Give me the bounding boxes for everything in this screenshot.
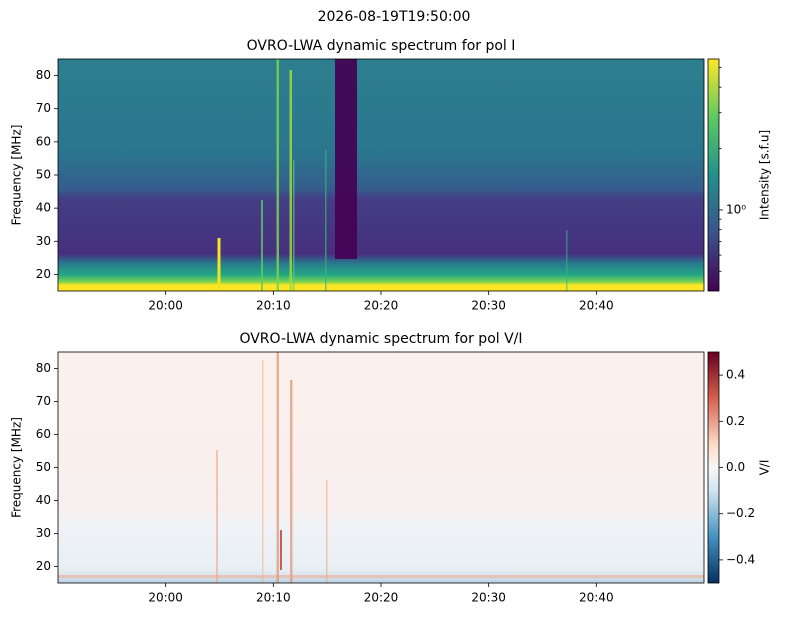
burst: [289, 70, 292, 291]
burst: [566, 230, 568, 291]
burst-features: [58, 352, 704, 583]
spectrogram: [58, 59, 704, 291]
burst: [276, 352, 279, 583]
y-tick-label: 50: [36, 460, 51, 474]
x-tick-label: 20:30: [471, 299, 506, 313]
burst: [293, 160, 295, 291]
burst: [325, 150, 327, 291]
y-axis-label: Frequency [MHz]: [10, 417, 24, 518]
burst: [262, 360, 264, 583]
colorbar: [707, 351, 720, 584]
dark-band: [335, 59, 357, 259]
x-tick-label: 20:20: [364, 591, 399, 605]
colorbar-tick-label: 10⁰: [726, 202, 746, 216]
y-tick-label: 20: [36, 267, 51, 281]
colorbar-tick-label: −0.2: [726, 506, 755, 520]
colorbar-tick-label: 0.4: [726, 368, 745, 382]
panels: [58, 59, 704, 583]
burst: [290, 380, 293, 583]
x-tick-label: 20:40: [579, 591, 614, 605]
colorbar-tick-label: −0.4: [726, 552, 755, 566]
colorbar: [707, 58, 720, 292]
x-tick-label: 20:10: [256, 591, 291, 605]
burst: [280, 530, 282, 570]
axes-title: OVRO-LWA dynamic spectrum for pol I: [247, 38, 516, 54]
burst-features: [217, 59, 568, 291]
y-tick-label: 60: [36, 134, 51, 148]
y-tick-label: 70: [36, 394, 51, 408]
colorbar-label: V/I: [758, 460, 772, 476]
x-tick-label: 20:00: [148, 591, 183, 605]
x-tick-label: 20:00: [148, 299, 183, 313]
colorbar-tick-label: 0.2: [726, 414, 745, 428]
y-tick-label: 40: [36, 201, 51, 215]
y-tick-label: 30: [36, 526, 51, 540]
band: [58, 575, 704, 578]
y-tick-label: 50: [36, 168, 51, 182]
burst: [326, 480, 328, 583]
x-tick-label: 20:20: [364, 299, 399, 313]
y-tick-label: 20: [36, 559, 51, 573]
y-tick-label: 40: [36, 493, 51, 507]
y-axis-label: Frequency [MHz]: [10, 125, 24, 226]
x-tick-label: 20:10: [256, 299, 291, 313]
y-tick-label: 60: [36, 427, 51, 441]
y-tick-label: 80: [36, 361, 51, 375]
burst: [276, 59, 279, 291]
y-tick-label: 80: [36, 68, 51, 82]
x-tick-label: 20:40: [579, 299, 614, 313]
burst: [217, 238, 221, 291]
burst: [261, 200, 263, 291]
y-tick-label: 30: [36, 234, 51, 248]
axes-title: OVRO-LWA dynamic spectrum for pol V/I: [239, 331, 522, 347]
figure-title: 2026-08-19T19:50:00: [318, 9, 471, 25]
colorbar-tick-label: 0.0: [726, 460, 745, 474]
burst: [216, 450, 218, 583]
y-tick-label: 70: [36, 101, 51, 115]
colorbar-label: Intensity [s.f.u]: [758, 130, 772, 220]
x-tick-label: 20:30: [471, 591, 506, 605]
spectrogram: [58, 352, 704, 583]
